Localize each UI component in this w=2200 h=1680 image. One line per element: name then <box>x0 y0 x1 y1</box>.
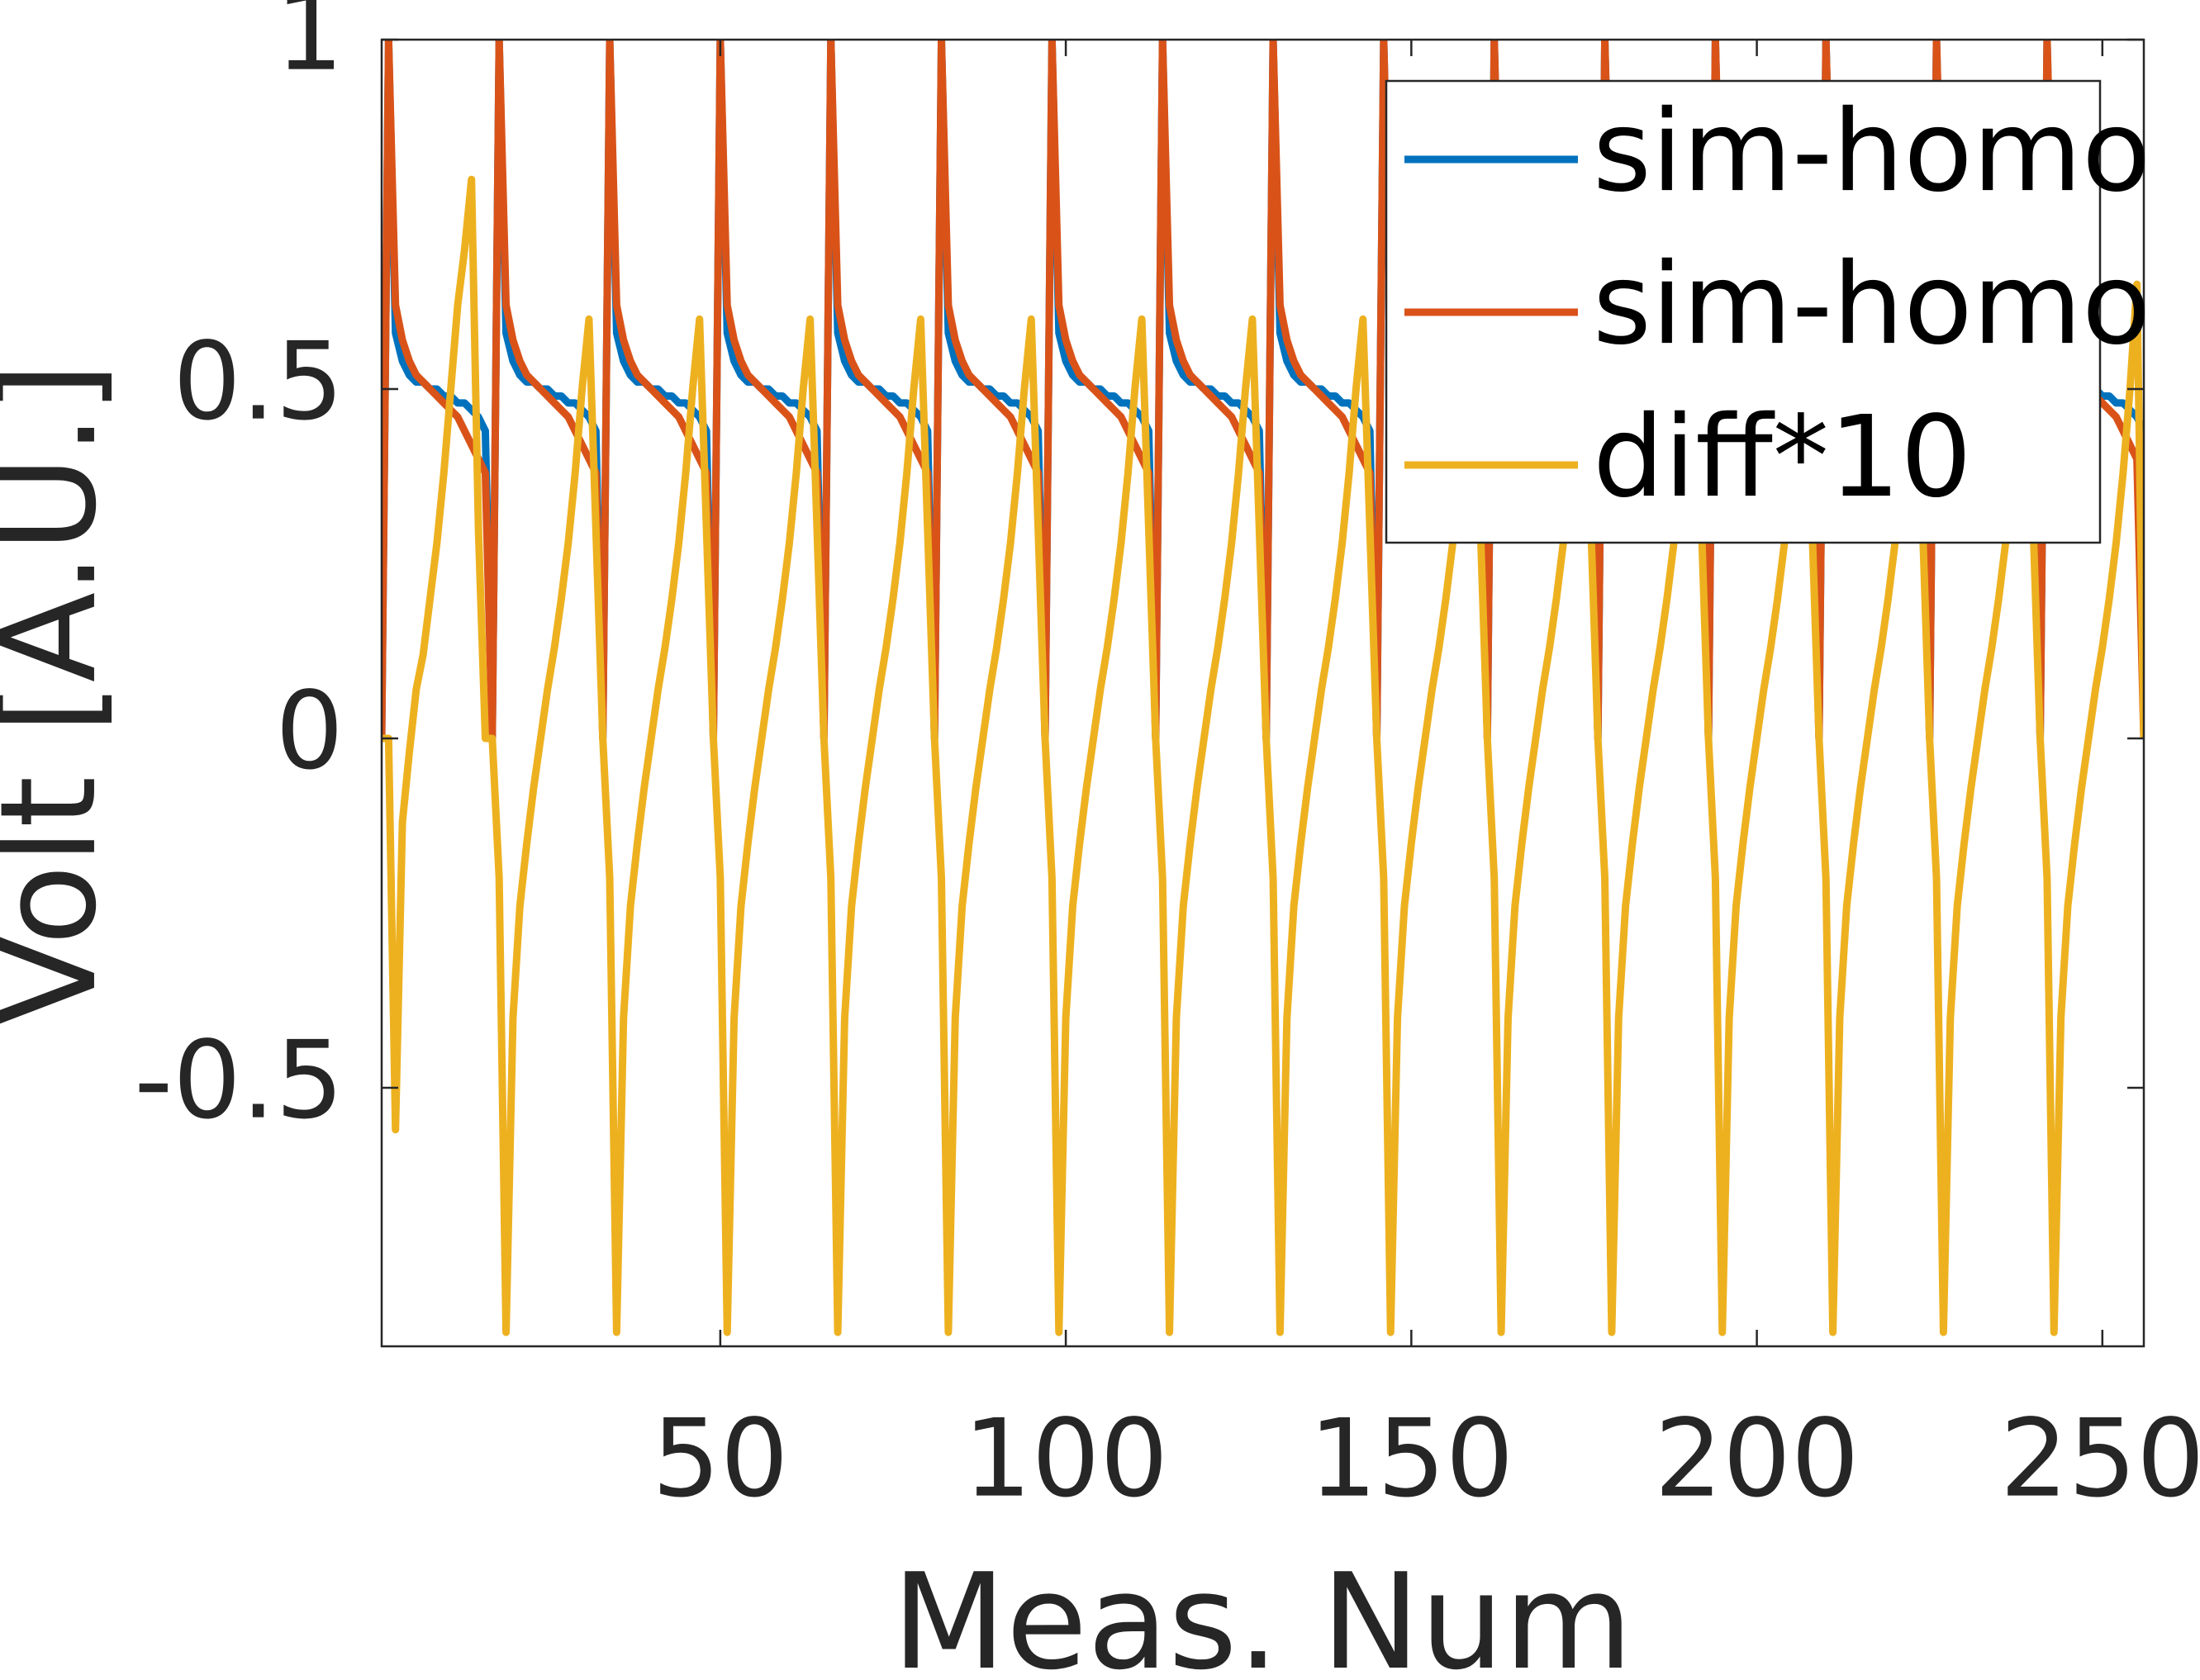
legend-label: sim-homo <box>1593 240 2150 370</box>
axes-box <box>380 38 2145 1348</box>
y-axis-label: Volt [A.U.] <box>0 362 126 1025</box>
y-tick-label: 0 <box>275 668 344 794</box>
y-tick-label: -0.5 <box>134 1018 344 1143</box>
legend-label: sim-homo <box>1593 87 2150 217</box>
y-tick-label: 1 <box>275 0 344 95</box>
x-tick-label: 250 <box>2000 1396 2200 1521</box>
x-tick-label: 100 <box>963 1396 1168 1521</box>
legend: sim-homo sim-homo diff*10 <box>1385 79 2150 544</box>
x-tick-label: 50 <box>652 1396 788 1521</box>
legend-label: diff*10 <box>1593 392 1972 523</box>
x-tick-label: 200 <box>1655 1396 1860 1521</box>
x-tick-label: 150 <box>1309 1396 1513 1521</box>
y-tick-label: 0.5 <box>173 319 344 444</box>
x-axis-label: Meas. Num <box>892 1545 1633 1680</box>
series-line <box>382 175 2144 1336</box>
